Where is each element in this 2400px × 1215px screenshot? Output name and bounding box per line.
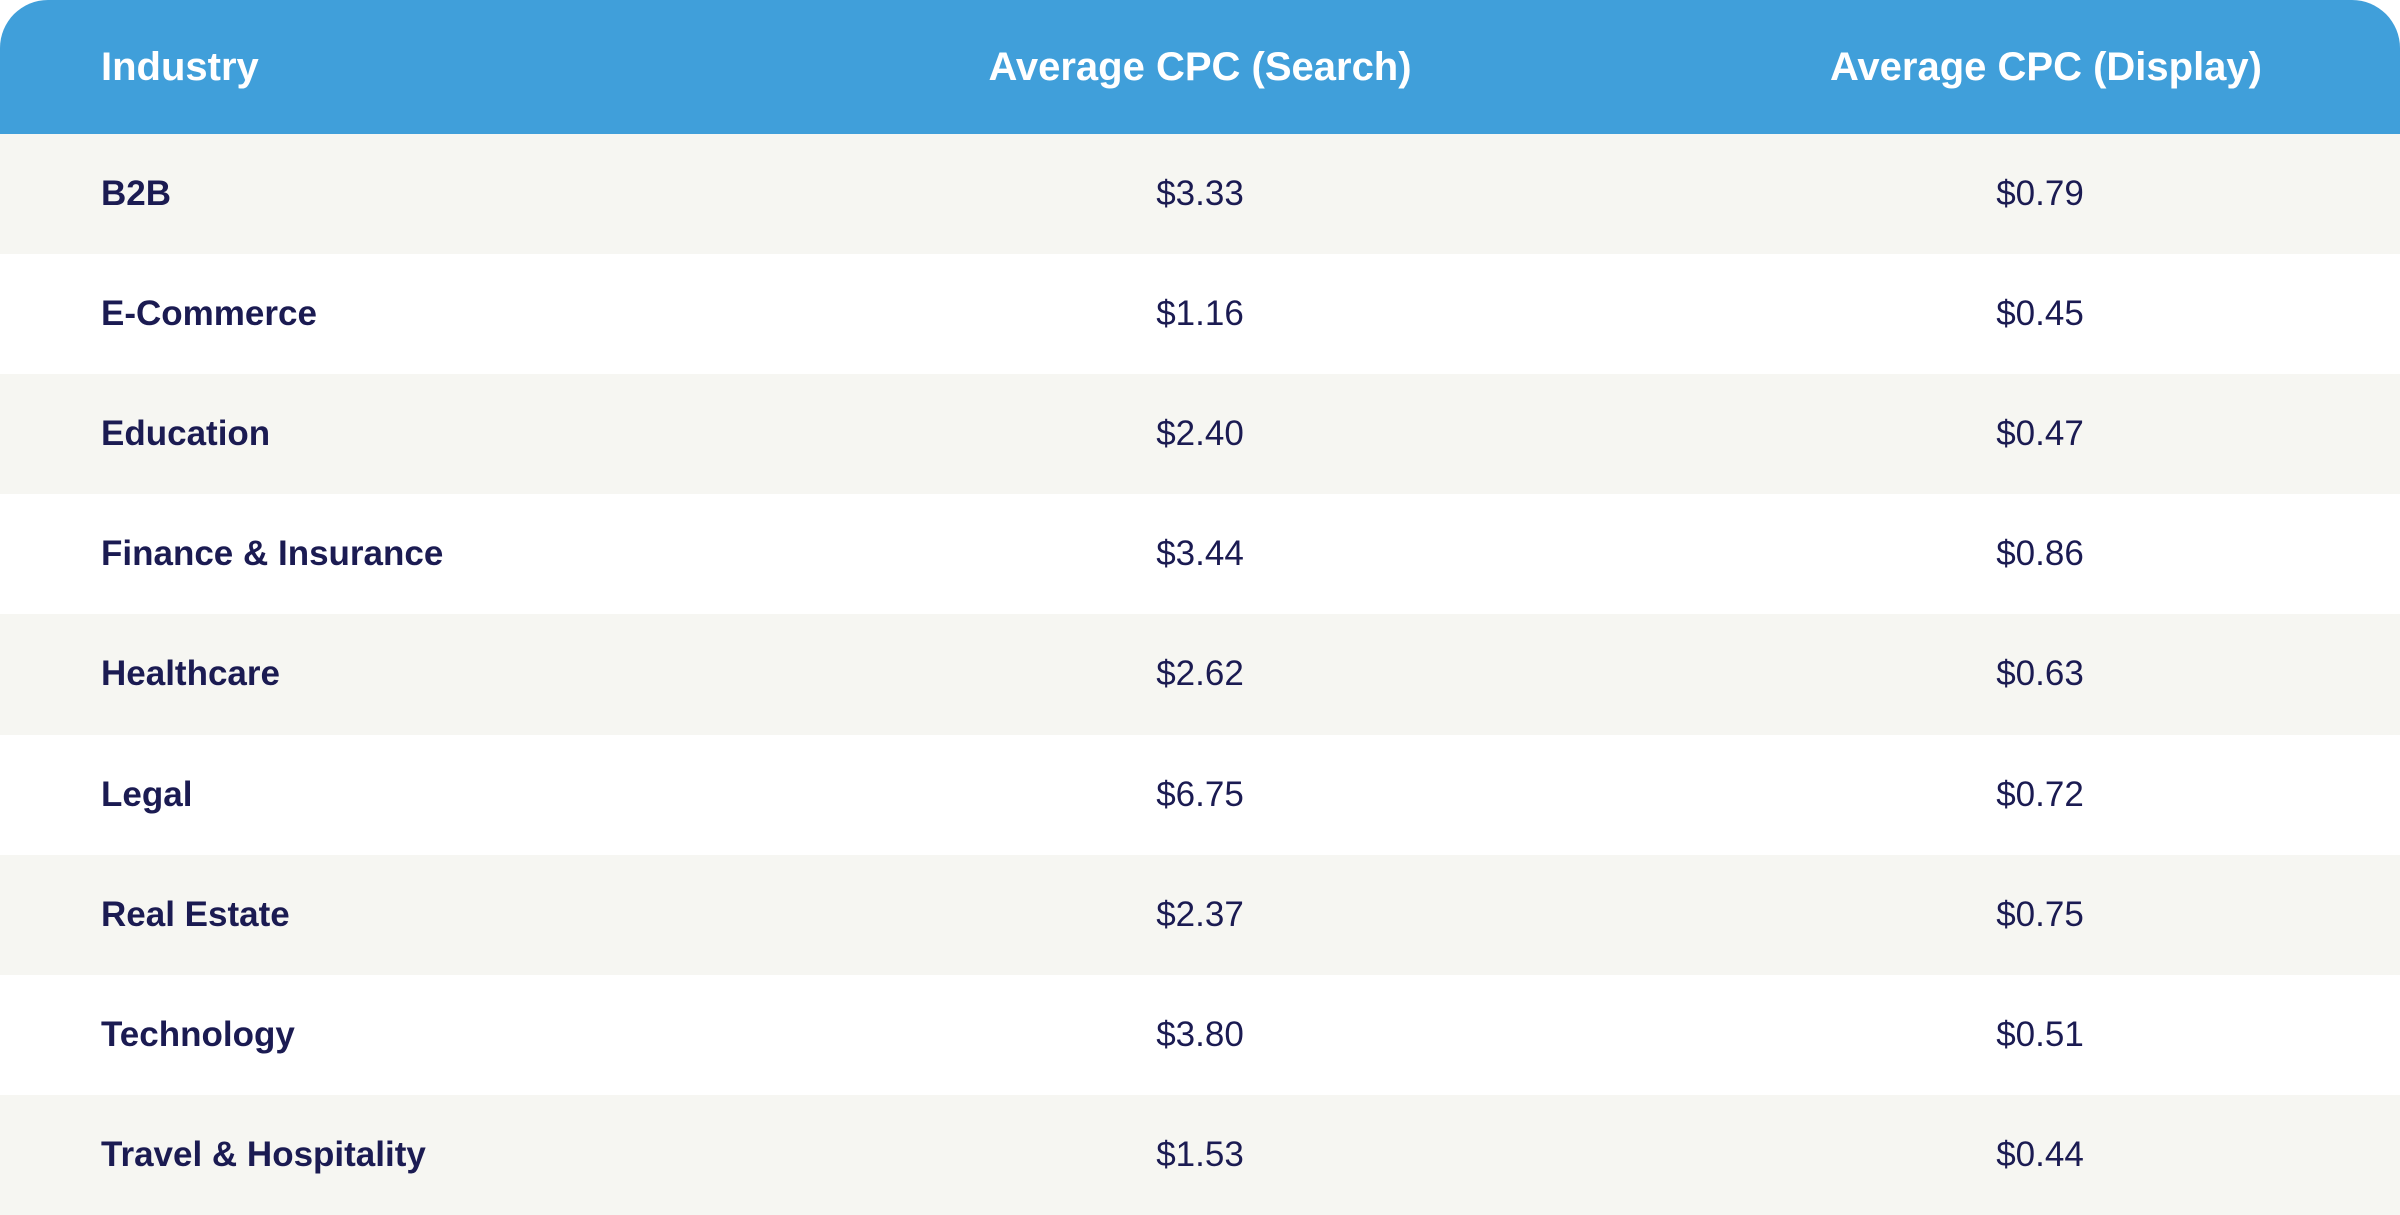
search-cpc-cell: $6.75 [1156, 774, 1244, 814]
table-row: E-Commerce $1.16 $0.45 [0, 254, 2400, 375]
industry-cell: E-Commerce [101, 294, 317, 334]
search-cpc-cell: $3.33 [1156, 174, 1244, 214]
display-cpc-cell: $0.47 [1996, 414, 2084, 454]
search-cpc-cell: $2.62 [1156, 654, 1244, 694]
industry-cell: Technology [101, 1014, 295, 1054]
table-row: Real Estate $2.37 $0.75 [0, 854, 2400, 975]
display-cpc-cell: $0.79 [1996, 174, 2084, 214]
table-row: Travel & Hospitality $1.53 $0.44 [0, 1094, 2400, 1215]
display-cpc-cell: $0.51 [1996, 1014, 2084, 1054]
table-row: Technology $3.80 $0.51 [0, 974, 2400, 1095]
table-body: B2B $3.33 $0.79 E-Commerce $1.16 $0.45 E… [0, 134, 2400, 1215]
display-cpc-cell: $0.45 [1996, 294, 2084, 334]
industry-cell: B2B [101, 174, 172, 214]
industry-cell: Travel & Hospitality [101, 1134, 426, 1174]
search-cpc-cell: $1.16 [1156, 294, 1244, 334]
industry-cell: Real Estate [101, 894, 290, 934]
industry-cell: Legal [101, 774, 193, 814]
industry-cell: Education [101, 414, 271, 454]
display-cpc-cell: $0.75 [1996, 894, 2084, 934]
table-row: Healthcare $2.62 $0.63 [0, 614, 2400, 735]
header-industry: Industry [101, 44, 259, 89]
table-row: Finance & Insurance $3.44 $0.86 [0, 494, 2400, 615]
table-row: Legal $6.75 $0.72 [0, 734, 2400, 855]
search-cpc-cell: $2.37 [1156, 894, 1244, 934]
display-cpc-cell: $0.86 [1996, 534, 2084, 574]
header-search-cpc: Average CPC (Search) [988, 44, 1412, 89]
table-row: Education $2.40 $0.47 [0, 374, 2400, 495]
industry-cell: Finance & Insurance [101, 534, 444, 574]
display-cpc-cell: $0.63 [1996, 654, 2084, 694]
header-display-cpc: Average CPC (Display) [1830, 44, 2262, 89]
search-cpc-cell: $3.80 [1156, 1014, 1244, 1054]
search-cpc-cell: $1.53 [1156, 1134, 1244, 1174]
display-cpc-cell: $0.72 [1996, 774, 2084, 814]
search-cpc-cell: $3.44 [1156, 534, 1244, 574]
table-row: B2B $3.33 $0.79 [0, 134, 2400, 255]
search-cpc-cell: $2.40 [1156, 414, 1244, 454]
display-cpc-cell: $0.44 [1996, 1134, 2084, 1174]
table-header-row: Industry Average CPC (Search) Average CP… [0, 0, 2400, 134]
industry-cell: Healthcare [101, 654, 280, 694]
